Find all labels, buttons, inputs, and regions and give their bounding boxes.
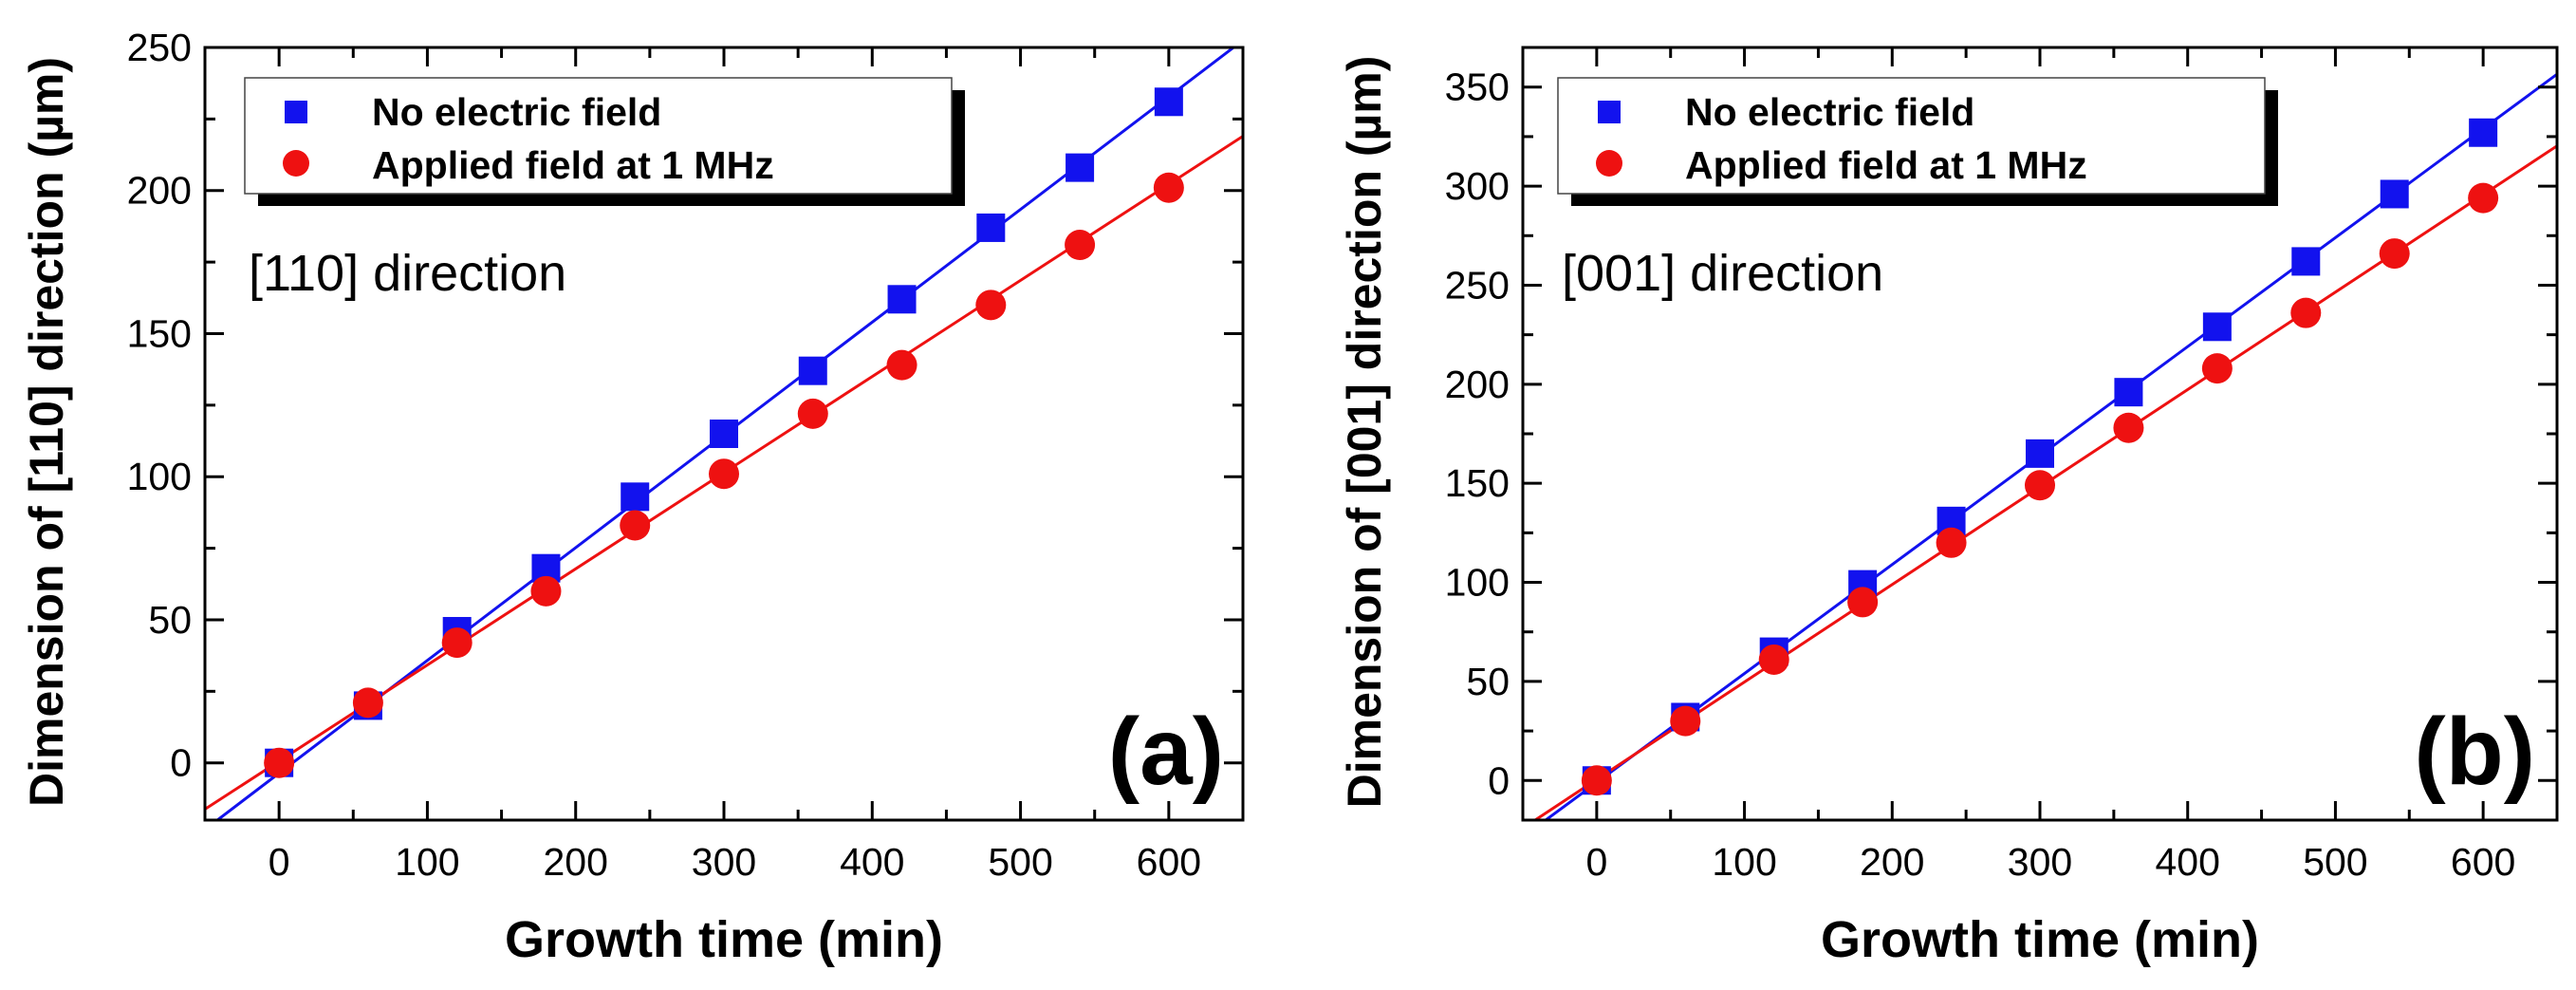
y-tick-label: 250	[1445, 263, 1510, 307]
data-point-no-field	[2114, 378, 2143, 407]
data-point-no-field	[621, 482, 650, 512]
legend-box-b	[1557, 77, 2266, 195]
data-point-applied-field	[2025, 470, 2055, 501]
legend-marker-applied-field-a	[283, 150, 309, 177]
y-tick-label: 50	[148, 598, 192, 642]
x-tick-label: 0	[1585, 840, 1607, 884]
data-point-applied-field	[1670, 705, 1701, 737]
data-point-applied-field	[709, 458, 739, 490]
data-points-a	[264, 87, 1184, 778]
y-tick-label: 350	[1445, 65, 1510, 109]
data-point-no-field	[2469, 118, 2498, 147]
y-tick-label: 250	[127, 26, 192, 69]
data-point-applied-field	[2113, 412, 2144, 443]
y-tick-label: 100	[1445, 561, 1510, 605]
y-tick-label: 0	[170, 741, 192, 785]
data-point-applied-field	[1581, 765, 1612, 796]
y-tick-label: 200	[1445, 363, 1510, 406]
data-point-applied-field	[797, 398, 828, 429]
legend-label-no-field-b: No electric field	[1685, 90, 1974, 134]
x-tick-label: 400	[2156, 840, 2220, 884]
x-tick-label: 100	[395, 840, 459, 884]
legend-marker-no-field-a	[285, 101, 307, 123]
x-axis-label-b: Growth time (min)	[1821, 911, 2259, 968]
y-axis-label-a: Dimension of [110] direction (µm)	[20, 57, 73, 807]
legend-marker-no-field-b	[1598, 101, 1621, 123]
data-points-b	[1581, 118, 2499, 796]
data-point-applied-field	[886, 349, 917, 381]
chart-panel-a: 0 100 200 300 400 500 600 0 50 100 150 200 250 No e…	[20, 26, 1245, 968]
legend-box-a	[244, 77, 953, 195]
annotation-direction-b: [001] direction	[1562, 245, 1883, 302]
y-ticks-b: 0 50 100 150 200 250 300 350	[1445, 65, 2557, 802]
x-tick-label: 300	[2008, 840, 2072, 884]
x-tick-label: 500	[988, 840, 1052, 884]
x-ticks-b: 0 100 200 300 400 500 600	[1521, 47, 2559, 884]
x-tick-label: 0	[269, 840, 290, 884]
data-point-no-field	[798, 356, 827, 385]
data-point-applied-field	[2379, 238, 2410, 270]
y-tick-label: 200	[127, 169, 192, 213]
data-point-no-field	[2202, 312, 2232, 342]
data-point-applied-field	[2290, 297, 2322, 328]
x-tick-label: 200	[544, 840, 608, 884]
data-point-no-field	[976, 213, 1006, 242]
x-tick-label: 600	[1137, 840, 1201, 884]
data-point-applied-field	[352, 687, 383, 719]
legend-marker-applied-field-b	[1596, 150, 1622, 177]
data-point-applied-field	[1758, 644, 1789, 675]
chart-panel-b: 0 100 200 300 400 500 600 0 50 100 150 200 250 300 35…	[1338, 46, 2559, 968]
data-point-applied-field	[1936, 527, 1967, 558]
data-point-applied-field	[1065, 230, 1096, 261]
panel-label-b: (b)	[2414, 699, 2535, 805]
data-point-no-field	[1066, 153, 1095, 182]
data-point-no-field	[2026, 439, 2054, 468]
y-tick-label: 100	[127, 455, 192, 498]
x-tick-label: 300	[692, 840, 756, 884]
legend-b: No electric field Applied field at 1 MHz	[1557, 77, 2278, 206]
y-tick-label: 0	[1488, 758, 1510, 802]
y-tick-label: 150	[127, 311, 192, 355]
data-point-applied-field	[441, 627, 473, 659]
plot-frame-b	[1521, 46, 2559, 822]
data-point-applied-field	[2201, 353, 2233, 384]
x-tick-label: 500	[2303, 840, 2367, 884]
legend-label-applied-field-a: Applied field at 1 MHz	[372, 143, 774, 187]
x-tick-label: 200	[1860, 840, 1924, 884]
annotation-direction-a: [110] direction	[249, 245, 566, 302]
data-point-applied-field	[1847, 587, 1879, 618]
x-tick-label: 600	[2451, 840, 2515, 884]
data-point-applied-field	[1153, 172, 1184, 203]
data-point-no-field	[2380, 179, 2409, 209]
data-point-applied-field	[264, 747, 295, 778]
data-point-no-field	[2291, 247, 2321, 276]
y-axis-label-b: Dimension of [001] direction (µm)	[1338, 56, 1391, 809]
x-ticks-a: 0 100 200 300 400 500 600	[203, 47, 1245, 884]
x-axis-label-a: Growth time (min)	[505, 911, 943, 968]
data-point-no-field	[710, 420, 738, 448]
x-tick-label: 100	[1712, 840, 1776, 884]
y-tick-label: 300	[1445, 164, 1510, 208]
legend-label-applied-field-b: Applied field at 1 MHz	[1685, 143, 2087, 187]
data-point-applied-field	[2468, 182, 2499, 214]
y-tick-label: 50	[1466, 660, 1510, 703]
panel-label-a: (a)	[1108, 699, 1224, 805]
legend-a: No electric field Applied field at 1 MHz	[244, 77, 965, 206]
x-tick-label: 400	[840, 840, 904, 884]
legend-label-no-field-a: No electric field	[372, 90, 661, 134]
data-point-no-field	[887, 285, 917, 314]
data-point-no-field	[1154, 87, 1183, 117]
plot-frame-a	[203, 46, 1245, 822]
y-tick-label: 150	[1445, 461, 1510, 505]
data-point-applied-field	[620, 510, 651, 541]
data-point-applied-field	[530, 575, 562, 607]
data-point-applied-field	[975, 290, 1007, 321]
